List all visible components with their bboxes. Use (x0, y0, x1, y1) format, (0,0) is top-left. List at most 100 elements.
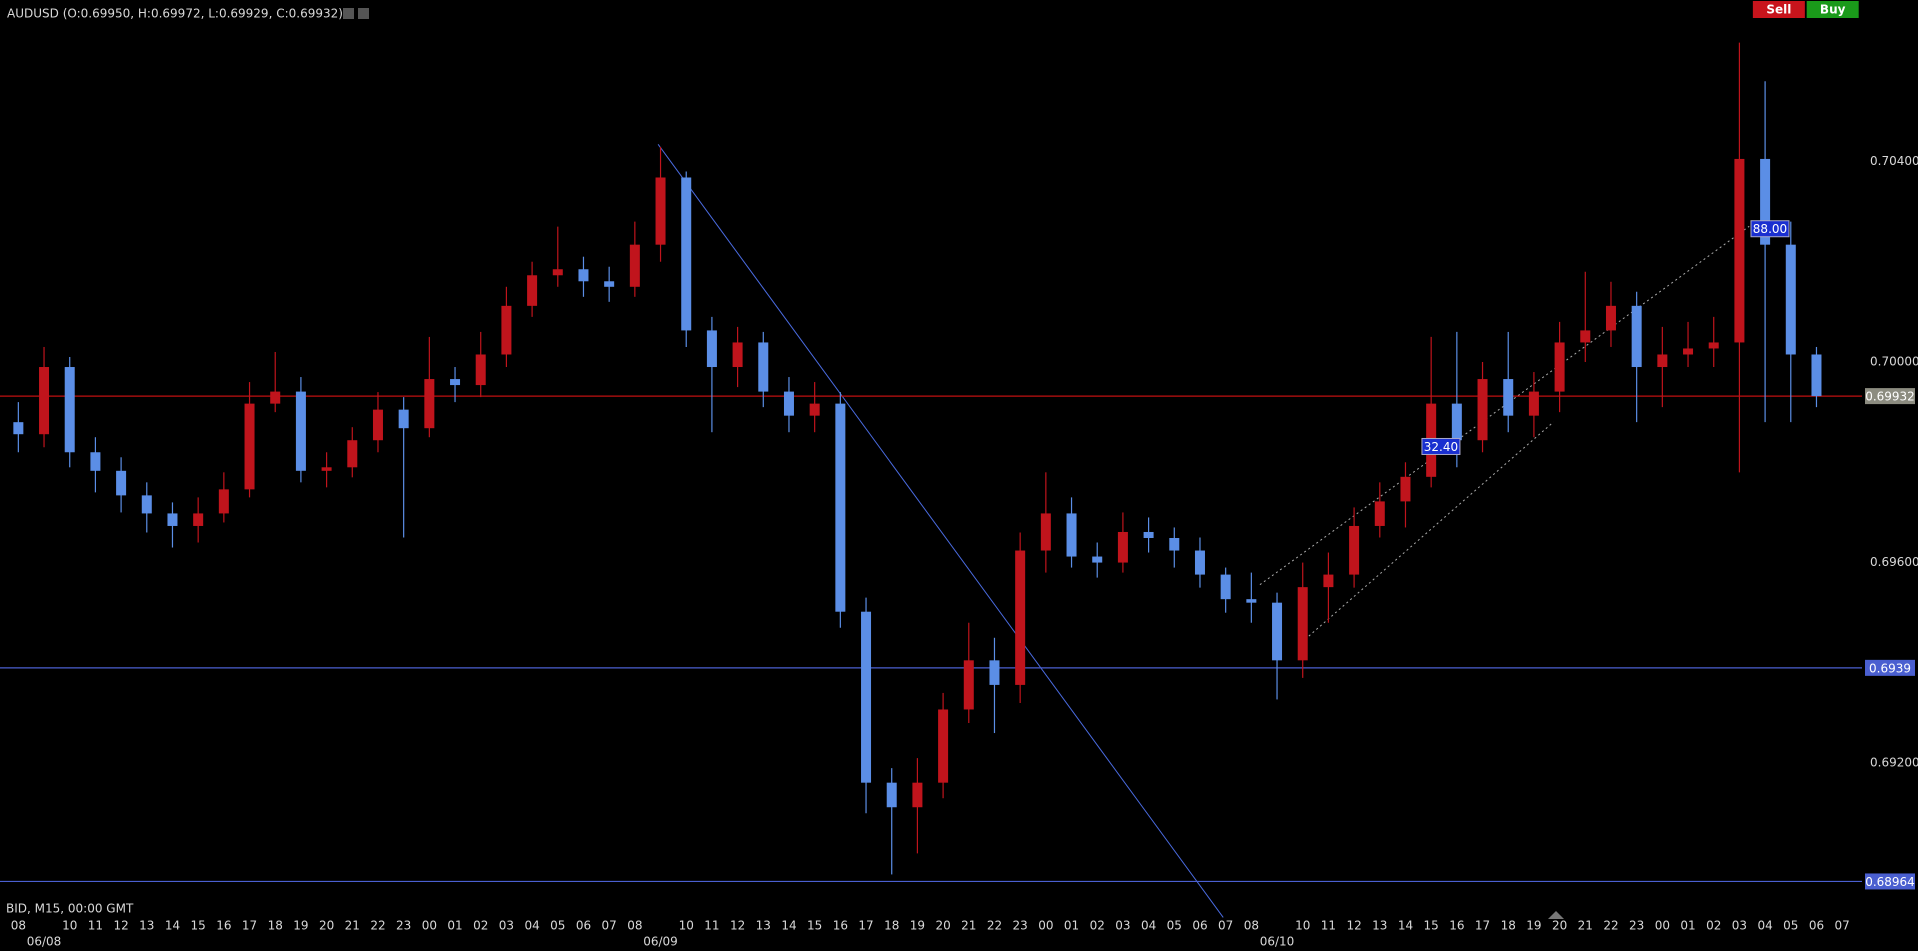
candle-body (167, 513, 178, 526)
candle-body (938, 709, 949, 783)
x-tick-label: 23 (1013, 919, 1028, 933)
x-tick-label: 22 (1603, 919, 1618, 933)
candle-body (1811, 354, 1822, 397)
price-label-box (1865, 388, 1915, 405)
x-tick-label: 14 (165, 919, 180, 933)
trade-button-label[interactable]: Buy (1820, 3, 1846, 17)
x-tick-label: 19 (910, 919, 925, 933)
candle-body (861, 611, 872, 783)
candle-body (706, 330, 717, 368)
x-tick-label: 16 (1449, 919, 1464, 933)
x-tick-label: 18 (268, 919, 283, 933)
candle-body (116, 470, 127, 496)
trade-button[interactable] (1752, 1, 1805, 18)
candle-body (475, 354, 486, 386)
x-tick-label: 16 (833, 919, 848, 933)
icon[interactable] (343, 8, 354, 19)
trade-button-label[interactable]: Sell (1766, 3, 1791, 17)
candle-body (1323, 574, 1334, 588)
x-tick-label: 14 (781, 919, 796, 933)
x-tick-label: 11 (88, 919, 103, 933)
x-tick-label: 17 (242, 919, 257, 933)
candle-body (501, 305, 512, 355)
candle-body (1605, 305, 1616, 331)
candle-body (1477, 379, 1488, 441)
x-tick-label: 20 (1552, 919, 1567, 933)
x-tick-label: 00 (1655, 919, 1670, 933)
candle-body (372, 409, 383, 441)
candle-body (141, 495, 152, 514)
x-tick-label: 03 (1115, 919, 1130, 933)
x-tick-label: 06 (1809, 919, 1824, 933)
x-tick-label: 13 (756, 919, 771, 933)
channel-line (1308, 421, 1554, 637)
x-tick-label: 06/09 (643, 935, 678, 949)
x-tick-label: 22 (370, 919, 385, 933)
candle-body (1272, 602, 1283, 661)
candle-body (450, 379, 461, 386)
icon[interactable] (358, 8, 369, 19)
x-tick-label: 13 (1372, 919, 1387, 933)
x-tick-label: 10 (62, 919, 77, 933)
y-tick-label: 0.70400 (1870, 154, 1918, 168)
candle-body (244, 403, 255, 490)
x-tick-label: 01 (1064, 919, 1079, 933)
candle-body (1580, 330, 1591, 343)
x-tick-label: 06 (1192, 919, 1207, 933)
candle-body (1040, 513, 1051, 551)
x-tick-label: 03 (1732, 919, 1747, 933)
x-tick-label: 07 (602, 919, 617, 933)
candle-body (1066, 513, 1077, 557)
x-tick-label: 21 (1578, 919, 1593, 933)
price-label-box (1865, 873, 1915, 890)
candle-body (1400, 476, 1411, 502)
x-tick-label: 10 (1295, 919, 1310, 933)
candle-body (963, 660, 974, 710)
candle-body (655, 177, 666, 245)
x-tick-label: 20 (935, 919, 950, 933)
channel-line (1259, 225, 1750, 586)
candle-body (39, 367, 50, 435)
footer: BID, M15, 00:00 GMT (6, 902, 134, 916)
marker (1548, 911, 1564, 919)
x-tick-label: 01 (1680, 919, 1695, 933)
x-tick-label: 15 (191, 919, 206, 933)
x-tick-label: 12 (1346, 919, 1361, 933)
candle-body (1349, 525, 1360, 575)
x-tick-label: 08 (11, 919, 26, 933)
x-tick-label: 04 (1757, 919, 1772, 933)
x-tick-label: 07 (1218, 919, 1233, 933)
x-tick-label: 19 (1526, 919, 1541, 933)
candle-body (1760, 158, 1771, 245)
x-tick-label: 02 (1090, 919, 1105, 933)
candle-body (604, 281, 615, 287)
candle-body (783, 391, 794, 416)
x-tick-label: 11 (1321, 919, 1336, 933)
x-tick-label: 08 (1244, 919, 1259, 933)
x-tick-label: 23 (1629, 919, 1644, 933)
x-tick-label: 06/08 (27, 935, 62, 949)
x-tick-label: 19 (293, 919, 308, 933)
x-tick-label: 05 (1167, 919, 1182, 933)
candle-body (835, 403, 846, 612)
candle-body (552, 269, 563, 276)
x-tick-label: 05 (550, 919, 565, 933)
annotation: 88.00 (1753, 222, 1787, 236)
candle-body (13, 422, 24, 435)
trade-button[interactable] (1806, 1, 1859, 18)
x-tick-label: 08 (627, 919, 642, 933)
candle-body (295, 391, 306, 471)
candle-body (1528, 391, 1539, 416)
candle-body (681, 177, 692, 331)
candle-body (809, 403, 820, 416)
x-tick-label: 16 (216, 919, 231, 933)
x-tick-label: 11 (704, 919, 719, 933)
x-tick-label: 03 (499, 919, 514, 933)
x-tick-label: 22 (987, 919, 1002, 933)
x-tick-label: 02 (1706, 919, 1721, 933)
x-tick-label: 02 (473, 919, 488, 933)
candle-body (886, 782, 897, 808)
